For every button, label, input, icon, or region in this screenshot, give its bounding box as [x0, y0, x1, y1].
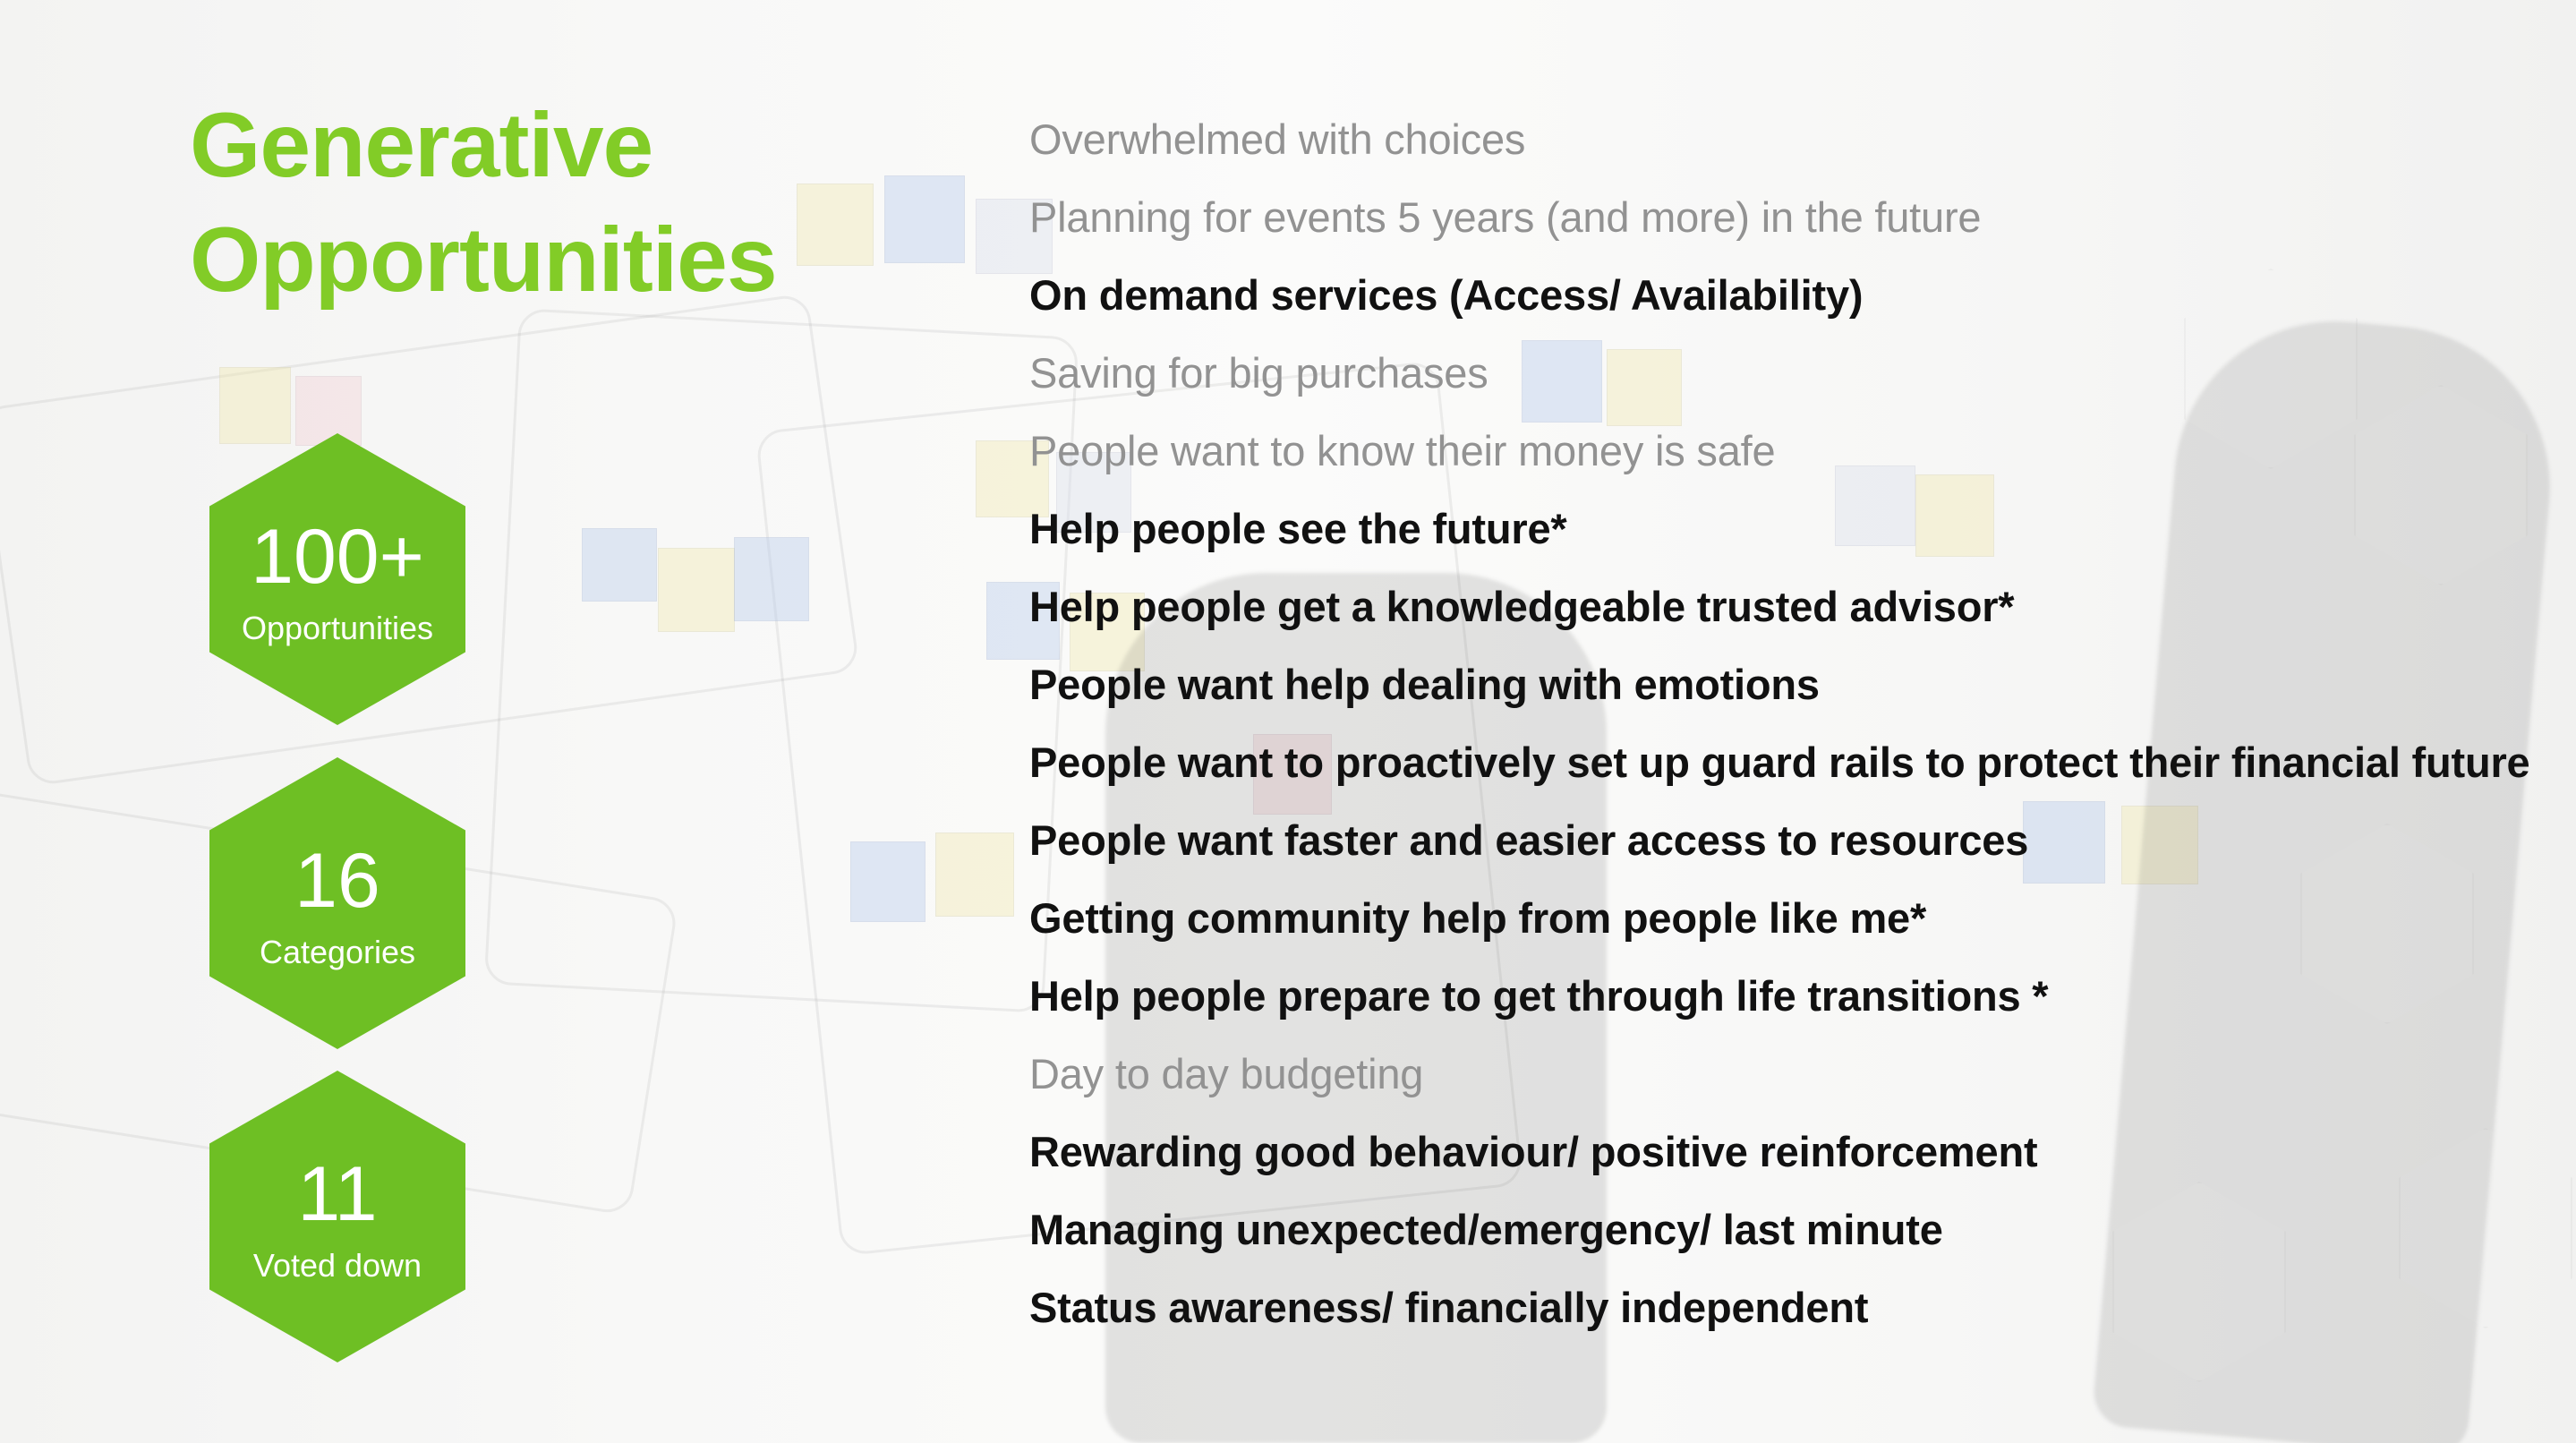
- opportunity-item: People want to know their money is safe: [1029, 426, 1776, 474]
- opportunity-item: Help people prepare to get through life …: [1029, 971, 2049, 1020]
- sticky-note: [884, 175, 965, 263]
- sticky-note: [658, 548, 735, 632]
- opportunity-item: On demand services (Access/ Availability…: [1029, 270, 1864, 319]
- sticky-note: [582, 528, 657, 602]
- opportunity-item: People want help dealing with emotions: [1029, 660, 1820, 708]
- stat-value: 16: [294, 838, 380, 924]
- opportunity-item: Help people get a knowledgeable trusted …: [1029, 582, 2015, 630]
- opportunity-item: Managing unexpected/emergency/ last minu…: [1029, 1205, 1943, 1253]
- opportunity-item: People want to proactively set up guard …: [1029, 738, 2530, 786]
- stat-label: Opportunities: [241, 610, 434, 646]
- stat-value: 11: [297, 1151, 378, 1237]
- opportunities-stat: 100+ Opportunities: [209, 433, 465, 725]
- opportunity-item: Saving for big purchases: [1029, 348, 1488, 397]
- stat-label: Voted down: [252, 1247, 422, 1284]
- whiteboard-line: [483, 308, 1079, 1013]
- sticky-note: [850, 841, 925, 922]
- opportunity-item: People want faster and easier access to …: [1029, 815, 2029, 864]
- stat-label: Categories: [259, 934, 416, 970]
- opportunity-item: Rewarding good behaviour/ positive reinf…: [1029, 1127, 2038, 1175]
- summary-stat-hexagons: 100+ Opportunities 16 Categories 11 Vote…: [209, 433, 465, 1373]
- opportunity-item: Getting community help from people like …: [1029, 893, 1927, 942]
- sticky-note: [734, 537, 809, 621]
- sticky-note: [935, 832, 1014, 917]
- opportunity-item: Overwhelmed with choices: [1029, 115, 1526, 163]
- voted-down-stat: 11 Voted down: [209, 1071, 465, 1362]
- opportunity-item: Status awareness/ financially independen…: [1029, 1283, 1869, 1331]
- categories-stat: 16 Categories: [209, 757, 465, 1049]
- opportunity-item: Day to day budgeting: [1029, 1049, 1424, 1097]
- stat-value: 100+: [251, 514, 424, 600]
- opportunity-item: Planning for events 5 years (and more) i…: [1029, 192, 1982, 241]
- opportunity-item: Help people see the future*: [1029, 504, 1567, 552]
- opportunity-list: Overwhelmed with choices Planning for ev…: [1029, 100, 2542, 1346]
- slide-title: Generative Opportunities: [190, 94, 778, 311]
